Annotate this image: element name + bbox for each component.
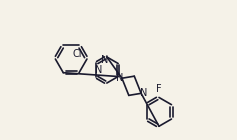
- Text: F: F: [156, 84, 162, 94]
- Text: N: N: [95, 65, 102, 75]
- Text: Cl: Cl: [73, 49, 82, 59]
- Text: N: N: [140, 88, 147, 98]
- Text: N: N: [100, 55, 108, 65]
- Text: N: N: [116, 73, 123, 83]
